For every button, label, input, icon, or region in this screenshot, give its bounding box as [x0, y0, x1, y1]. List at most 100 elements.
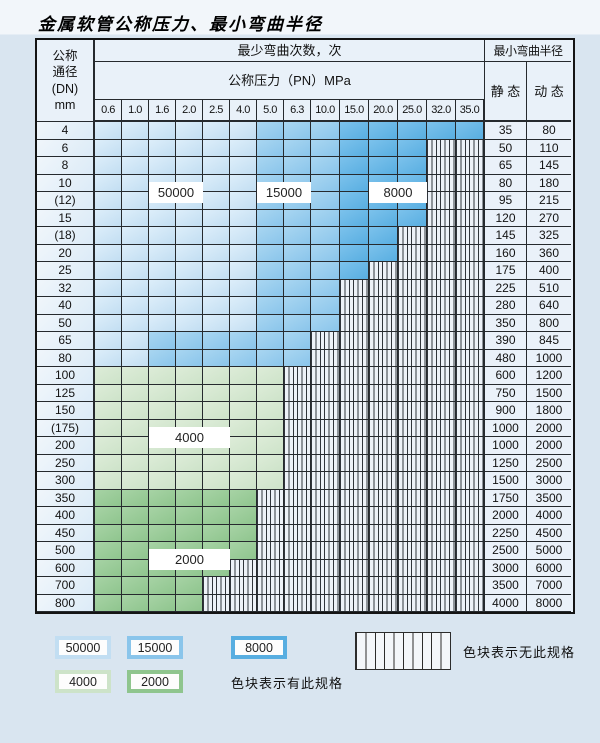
hatch-cell — [456, 507, 485, 525]
hatch-cell — [427, 157, 456, 175]
matrix-cell — [284, 227, 311, 245]
dn-cell: 300 — [37, 472, 95, 490]
pressure-column-header: 2.0 — [176, 100, 203, 122]
matrix-cell — [257, 332, 284, 350]
hatch-cell — [311, 489, 340, 507]
hatch-cell — [427, 472, 456, 490]
matrix-cell — [257, 314, 284, 332]
dynamic-value-cell: 1500 — [527, 384, 571, 402]
matrix-cell — [257, 349, 284, 367]
matrix-cell — [230, 454, 257, 472]
matrix-cell — [203, 489, 230, 507]
hatch-cell — [311, 402, 340, 420]
hatch-cell — [398, 524, 427, 542]
hatch-cell — [230, 594, 257, 612]
hatch-cell — [311, 577, 340, 595]
legend-hatch-swatch — [355, 632, 451, 670]
hatch-cell — [284, 419, 311, 437]
matrix-cell — [230, 489, 257, 507]
dynamic-value-cell: 270 — [527, 209, 571, 227]
legend-swatch: 15000 — [127, 636, 183, 659]
hatch-cell — [369, 524, 398, 542]
matrix-cell — [176, 524, 203, 542]
hatch-cell — [369, 577, 398, 595]
pressure-column-header: 6.3 — [284, 100, 311, 122]
hatch-cell — [456, 454, 485, 472]
matrix-cell — [230, 227, 257, 245]
matrix-cell — [284, 297, 311, 315]
matrix-cell — [203, 454, 230, 472]
hatch-cell — [311, 542, 340, 560]
static-value-cell: 225 — [485, 279, 527, 297]
static-value-cell: 65 — [485, 157, 527, 175]
matrix-cell — [340, 157, 369, 175]
hatch-cell — [203, 577, 230, 595]
hatch-cell — [369, 559, 398, 577]
pressure-column-header: 5.0 — [257, 100, 284, 122]
matrix-cell — [284, 332, 311, 350]
static-value-cell: 280 — [485, 297, 527, 315]
hatch-cell — [456, 349, 485, 367]
hatch-cell — [427, 227, 456, 245]
hatch-cell — [311, 472, 340, 490]
zone-label: 2000 — [149, 549, 230, 570]
static-value-cell: 175 — [485, 262, 527, 280]
matrix-cell — [149, 209, 176, 227]
matrix-cell — [203, 349, 230, 367]
matrix-cell — [311, 192, 340, 210]
hatch-cell — [398, 332, 427, 350]
matrix-cell — [122, 314, 149, 332]
matrix-cell — [176, 314, 203, 332]
hatch-cell — [284, 542, 311, 560]
matrix-cell — [203, 472, 230, 490]
hatch-cell — [369, 489, 398, 507]
hatch-cell — [398, 507, 427, 525]
hatch-cell — [230, 559, 257, 577]
hatch-cell — [456, 594, 485, 612]
pressure-column-header: 2.5 — [203, 100, 230, 122]
hatch-cell — [427, 594, 456, 612]
static-value-cell: 145 — [485, 227, 527, 245]
dn-cell: 6 — [37, 139, 95, 157]
matrix-cell — [203, 402, 230, 420]
dn-cell: 32 — [37, 279, 95, 297]
matrix-cell — [95, 314, 122, 332]
hatch-cell — [398, 437, 427, 455]
dn-cell: 400 — [37, 507, 95, 525]
matrix-cell — [122, 209, 149, 227]
hatch-cell — [369, 314, 398, 332]
matrix-cell — [149, 367, 176, 385]
hatch-cell — [230, 577, 257, 595]
matrix-cell — [95, 227, 122, 245]
matrix-cell — [257, 227, 284, 245]
dynamic-value-cell: 80 — [527, 122, 571, 140]
matrix-cell — [149, 489, 176, 507]
matrix-cell — [230, 507, 257, 525]
matrix-cell — [340, 209, 369, 227]
matrix-cell — [122, 472, 149, 490]
matrix-cell — [230, 157, 257, 175]
legend: 色块表示有此规格 色块表示无此规格 50000 15000 8000 4000 2000 — [35, 630, 575, 714]
matrix-cell — [311, 279, 340, 297]
matrix-cell — [369, 157, 398, 175]
matrix-cell — [230, 139, 257, 157]
matrix-cell — [122, 454, 149, 472]
dn-cell: 350 — [37, 489, 95, 507]
hatch-cell — [456, 174, 485, 192]
legend-swatch: 50000 — [55, 636, 111, 659]
hatch-cell — [456, 192, 485, 210]
hatch-cell — [311, 524, 340, 542]
matrix-cell — [122, 349, 149, 367]
zone-label: 50000 — [149, 181, 203, 203]
matrix-cell — [257, 384, 284, 402]
dynamic-value-cell: 325 — [527, 227, 571, 245]
matrix-cell — [122, 437, 149, 455]
nominal-pressure-header: 公称压力（PN）MPa — [95, 62, 485, 100]
matrix-cell — [95, 192, 122, 210]
hatch-cell — [427, 454, 456, 472]
pressure-column-header: 25.0 — [398, 100, 427, 122]
matrix-cell — [257, 157, 284, 175]
matrix-cell — [122, 244, 149, 262]
matrix-cell — [176, 122, 203, 140]
hatch-cell — [369, 349, 398, 367]
